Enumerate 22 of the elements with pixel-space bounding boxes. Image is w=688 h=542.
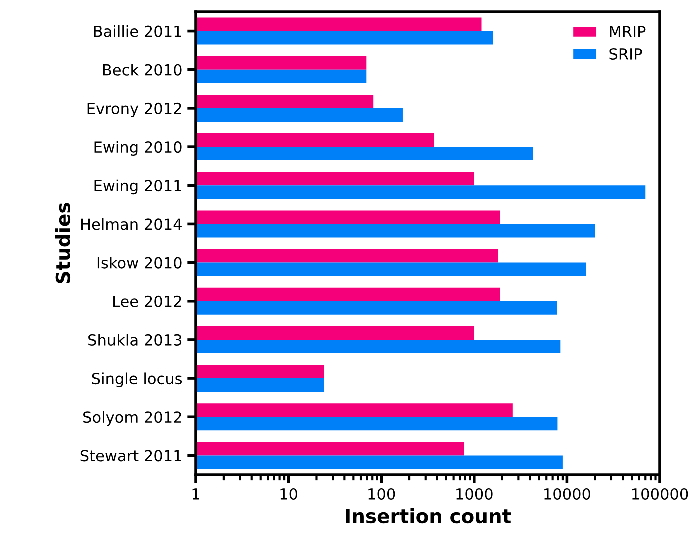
- y-tick-label: Evrony 2012: [88, 102, 182, 118]
- y-tick-label: Solyom 2012: [84, 411, 182, 426]
- y-tick-label: Stewart 2011: [80, 450, 182, 462]
- y-tick-label: Beck 2010: [103, 64, 182, 76]
- y-tick-label: Ewing 2011: [94, 180, 182, 195]
- y-tick-label: Iskow 2010: [98, 256, 182, 269]
- x-tick-label: 1000: [456, 488, 493, 500]
- y-tick-label: Ewing 2010: [94, 141, 182, 156]
- x-tick-label: 100: [368, 488, 396, 500]
- y-tick-label: Lee 2012: [114, 296, 182, 308]
- x-tick-label: 10: [280, 488, 298, 500]
- y-tick-label: Shukla 2013: [88, 334, 182, 346]
- x-axis-title: Insertion count: [346, 508, 512, 524]
- x-tick-label: 100000: [632, 488, 688, 500]
- x-tick-label: 1: [192, 488, 200, 500]
- legend-label: MRIP: [610, 26, 646, 38]
- y-tick-label: Helman 2014: [82, 218, 182, 230]
- x-tick-label: 10000: [544, 488, 590, 500]
- y-axis-title: Studies: [55, 203, 71, 284]
- y-tick-label: Single locus: [92, 372, 182, 388]
- y-tick-label: Baillie 2011: [94, 25, 182, 38]
- legend-label: SRIP: [610, 48, 642, 60]
